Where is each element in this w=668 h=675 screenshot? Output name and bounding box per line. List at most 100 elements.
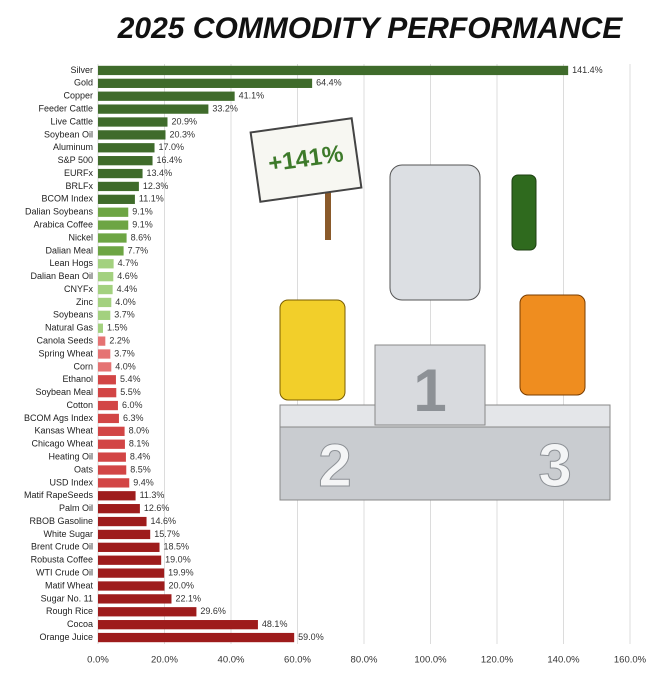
value-label: 1.5%: [107, 323, 128, 333]
y-tick-label: Aluminum: [53, 142, 93, 152]
value-label: 8.4%: [130, 451, 151, 461]
bar: [98, 207, 129, 217]
value-label: 3.7%: [114, 348, 135, 358]
y-tick-label: BCOM Ags Index: [24, 413, 94, 423]
bar: [98, 568, 165, 578]
value-label: 5.4%: [120, 374, 141, 384]
bar: [98, 452, 126, 462]
value-label: 8.6%: [131, 232, 152, 242]
x-tick-label: 0.0%: [87, 655, 109, 666]
x-tick-label: 100.0%: [414, 655, 447, 666]
bar: [98, 65, 569, 76]
y-tick-label: Soybeans: [53, 310, 94, 320]
x-tick-label: 20.0%: [151, 655, 178, 666]
y-tick-label: RBOB Gasoline: [29, 516, 93, 526]
bar: [98, 104, 209, 114]
bar: [98, 594, 172, 604]
value-label: 4.6%: [117, 271, 138, 281]
bar: [98, 323, 103, 333]
value-label: 9.1%: [132, 219, 153, 229]
y-tick-label: EURFx: [64, 168, 93, 178]
bar: [98, 542, 160, 552]
value-label: 15.7%: [154, 529, 180, 539]
value-label: 11.1%: [139, 194, 164, 204]
value-label: 3.7%: [114, 310, 135, 320]
value-label: 41.1%: [239, 91, 265, 101]
copper-bar: [519, 294, 586, 396]
y-tick-label: Robusta Coffee: [31, 555, 93, 565]
value-label: 4.7%: [118, 258, 139, 268]
bar: [98, 400, 118, 411]
value-label: 4.0%: [115, 361, 136, 371]
y-tick-label: WTI Crude Oil: [36, 567, 93, 577]
bar: [98, 362, 112, 372]
y-tick-label: CNYFx: [64, 284, 93, 294]
value-label: 7.7%: [128, 245, 149, 255]
chart-title: 2025 COMMODITY PERFORMANCE: [117, 12, 624, 45]
y-tick-label: Dalian Soybeans: [25, 207, 94, 217]
bar: [98, 336, 106, 346]
bar: [98, 607, 197, 617]
bar: [98, 297, 112, 308]
bar: [98, 439, 125, 449]
bar: [98, 156, 153, 166]
value-label: 12.6%: [144, 503, 170, 513]
value-label: 11.3%: [140, 490, 165, 500]
value-label: 20.9%: [171, 116, 197, 126]
bar: [98, 465, 127, 475]
x-tick-label: 40.0%: [218, 655, 245, 666]
bar: [98, 246, 124, 256]
x-tick-label: 80.0%: [351, 655, 378, 666]
value-label: 5.5%: [120, 387, 141, 397]
y-tick-label: Oats: [74, 464, 94, 474]
value-label: 4.0%: [115, 297, 136, 307]
y-tick-label: Arabica Coffee: [34, 219, 93, 229]
y-tick-label: Cotton: [66, 400, 93, 410]
bar: [98, 555, 162, 565]
bar: [98, 375, 116, 385]
y-tick-label: Rough Rice: [46, 606, 93, 616]
y-tick-label: Feeder Cattle: [38, 103, 93, 113]
podium-first: [374, 344, 486, 426]
value-label: 12.3%: [143, 181, 169, 191]
value-label: 16.4%: [157, 155, 183, 165]
gold-bar: [279, 299, 346, 401]
y-tick-label: Matif Wheat: [45, 580, 94, 590]
y-tick-label: Spring Wheat: [38, 348, 93, 358]
y-tick-label: Brent Crude Oil: [31, 542, 93, 552]
value-label: 141.4%: [572, 65, 603, 75]
value-label: 4.4%: [117, 284, 138, 294]
y-tick-label: Palm Oil: [59, 503, 93, 513]
value-label: 18.5%: [164, 542, 190, 552]
value-label: 20.0%: [169, 580, 195, 590]
x-tick-label: 60.0%: [284, 655, 311, 666]
y-tick-label: Live Cattle: [50, 116, 93, 126]
bar: [98, 413, 119, 424]
bar: [98, 78, 313, 88]
bar: [98, 310, 111, 320]
bar: [98, 388, 117, 398]
value-label: 13.4%: [147, 168, 173, 178]
bar: [98, 284, 113, 295]
value-label: 64.4%: [316, 78, 342, 88]
y-tick-label: Dalian Meal: [45, 245, 93, 255]
value-label: 29.6%: [200, 606, 226, 616]
value-label: 14.6%: [151, 516, 177, 526]
illustration: 1 2 3 +141%: [249, 117, 611, 501]
value-label: 33.2%: [212, 103, 238, 113]
value-label: 2.2%: [109, 335, 130, 345]
value-label: 19.9%: [168, 567, 194, 577]
y-tick-label: Silver: [70, 65, 93, 75]
y-tick-label: Gold: [74, 78, 93, 88]
bar: [98, 233, 127, 243]
y-tick-label: Zinc: [76, 297, 94, 307]
value-label: 17.0%: [159, 142, 185, 152]
bar: [98, 491, 136, 501]
y-tick-label: Sugar No. 11: [41, 593, 93, 603]
bar: [98, 168, 143, 179]
silver-bar: [389, 164, 481, 301]
y-tick-label: USD Index: [49, 477, 93, 487]
bar: [98, 516, 147, 527]
value-label: 22.1%: [175, 593, 201, 603]
